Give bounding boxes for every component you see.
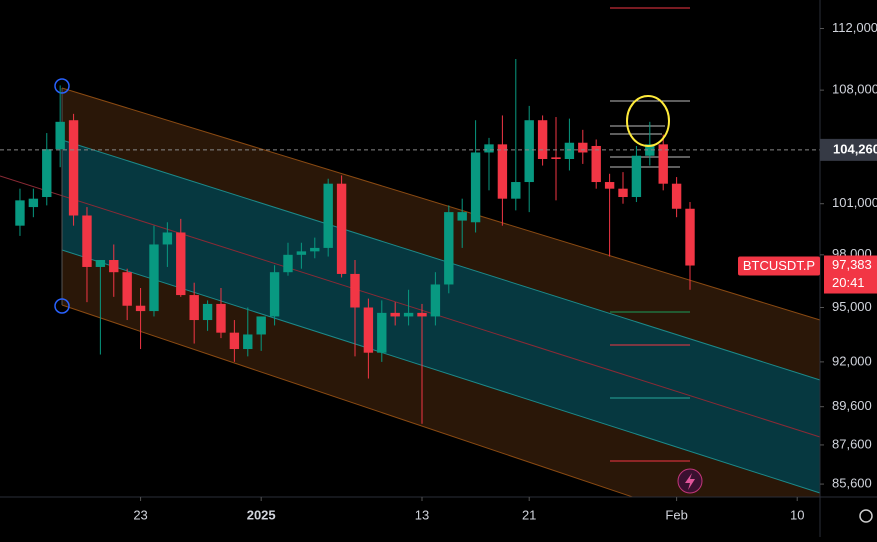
candle-body: [497, 144, 508, 199]
y-tick-label: 85,600: [832, 476, 872, 491]
candle-body: [604, 182, 615, 189]
candle-body: [685, 208, 695, 266]
candle-body: [564, 142, 575, 159]
candle-body: [430, 284, 441, 317]
candle-body: [216, 303, 226, 333]
symbol-box: [738, 256, 820, 276]
anchor-handle[interactable]: [54, 298, 70, 314]
crosshair-label: 104,260: [833, 141, 877, 156]
candle-body: [189, 295, 199, 321]
last-price-box: [824, 255, 877, 294]
candle-body: [671, 183, 682, 209]
symbol-label: BTCUSDT.P: [743, 258, 815, 273]
y-tick-label: 112,000: [832, 20, 877, 35]
candle-body: [323, 183, 333, 248]
crosshair-label-box: [820, 138, 877, 161]
x-tick-label: 21: [522, 507, 536, 522]
settings-icon[interactable]: [859, 509, 873, 523]
channel-line: [61, 87, 821, 321]
candle-body: [618, 188, 628, 198]
candle-body: [149, 244, 159, 312]
countdown-label: 20:41: [832, 275, 865, 290]
candle-body: [511, 182, 521, 199]
highlight-circle: [626, 95, 670, 147]
y-tick-label: 101,000: [832, 195, 877, 210]
candle-body: [658, 144, 668, 184]
candle-body: [403, 312, 414, 317]
candles: [15, 59, 695, 424]
candle-body: [377, 312, 387, 353]
candle-body: [645, 144, 655, 156]
candle-body: [122, 272, 132, 306]
candle-body: [524, 120, 534, 183]
candle-body: [578, 142, 588, 153]
candle-body: [42, 149, 52, 198]
candle-body: [229, 332, 240, 350]
candle-body: [82, 215, 92, 267]
candle-body: [470, 152, 481, 223]
candle-body: [390, 312, 400, 317]
x-tick-label: 10: [790, 507, 804, 522]
candle-body: [162, 232, 173, 245]
alert-icon-glyph: [685, 473, 695, 490]
candle-body: [243, 334, 253, 350]
candle-body: [591, 145, 601, 183]
candle-body: [256, 316, 266, 335]
anchor-handle[interactable]: [54, 78, 70, 94]
candle-body: [15, 200, 25, 226]
candle-body: [68, 120, 79, 216]
candle-body: [310, 247, 320, 252]
time-axis: [0, 497, 877, 537]
y-tick-label: 95,000: [832, 299, 872, 314]
candle-body: [55, 121, 65, 150]
candle-body: [631, 155, 642, 198]
x-tick-label: 2025: [247, 507, 276, 522]
candle-body: [336, 183, 347, 274]
x-tick-label: 13: [415, 507, 429, 522]
y-tick-label: 108,000: [832, 82, 877, 97]
candle-body: [350, 273, 360, 308]
candle-body: [95, 260, 106, 267]
candle-body: [283, 254, 293, 273]
x-tick-label: Feb: [665, 507, 687, 522]
y-tick-label: 92,000: [832, 353, 872, 368]
axis-labels: 112,000108,000101,00098,00095,00092,0008…: [133, 20, 877, 522]
last-price-label: 97,383: [832, 257, 872, 272]
candle-body: [551, 157, 561, 159]
candle-body: [537, 120, 548, 159]
channel-line: [61, 139, 821, 381]
candle-body: [135, 305, 146, 312]
candle-body: [444, 212, 454, 285]
candle-body: [176, 232, 186, 296]
x-tick-label: 23: [133, 507, 147, 522]
candle-body: [484, 144, 494, 153]
channel-line: [0, 175, 821, 438]
candle-body: [28, 198, 39, 208]
y-tick-label: 89,600: [832, 398, 872, 413]
candle-body: [109, 260, 119, 273]
candle-body: [457, 212, 467, 221]
candle-body: [202, 303, 213, 321]
candle-body: [269, 272, 280, 317]
candle-body: [417, 312, 427, 317]
channel-line: [61, 249, 821, 494]
y-tick-label: 87,600: [832, 436, 872, 451]
candle-body: [296, 251, 307, 255]
candle-body: [363, 307, 374, 353]
